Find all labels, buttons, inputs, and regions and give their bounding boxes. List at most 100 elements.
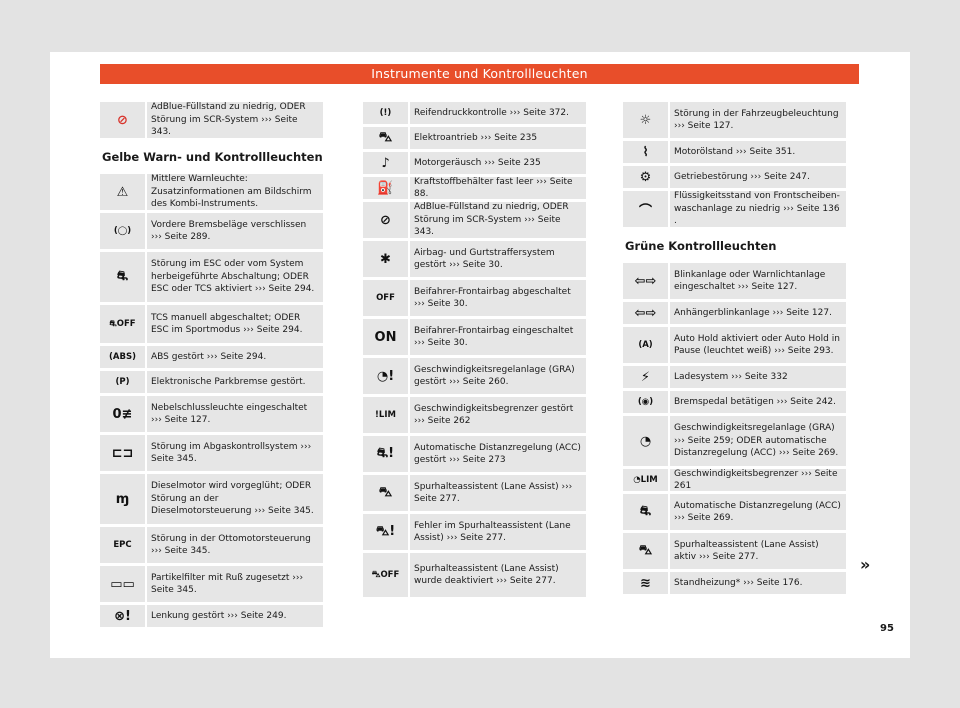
- text-cell: Getriebestörung ››› Seite 247.: [670, 166, 846, 188]
- list-item: (!) Reifendruckkontrolle ››› Seite 372.: [363, 102, 586, 124]
- text-cell: Beifahrer-Frontairbag abgeschaltet ››› S…: [410, 280, 586, 316]
- item-description: Anhängerblinkanlage ››› Seite 127.: [674, 307, 832, 318]
- icon-cell: EPC: [100, 527, 145, 563]
- item-description: AdBlue-Füllstand zu niedrig, ODER Stö­ru…: [151, 102, 306, 138]
- icon-cell: ⛍: [623, 533, 668, 569]
- list-item: ⛍OFF Spurhalteassistent (Lane Assist) wur…: [363, 553, 586, 597]
- icon-cell: ⛐: [623, 494, 668, 530]
- icon-cell: ⛍: [363, 475, 408, 511]
- lighting-fault-icon: ☼: [639, 112, 652, 128]
- charging-icon: ⚡: [640, 369, 651, 385]
- list-item: ⛽ Kraftstoffbehälter fast leer ››› Seite …: [363, 177, 586, 199]
- icon-cell: ON: [363, 319, 408, 355]
- speed-limiter-fault-icon: !LIM: [375, 410, 396, 420]
- item-description: Spurhalteassistent (Lane Assist) wurde d…: [414, 563, 559, 587]
- icon-cell: ⊏⊐: [100, 435, 145, 471]
- text-cell: Automatische Distanzregelung (ACC) ››› S…: [670, 494, 846, 530]
- text-cell: Auto Hold aktiviert oder Auto Hold in Pa…: [670, 327, 846, 363]
- list-item: OFF Beifahrer-Frontairbag abgeschaltet ››…: [363, 280, 586, 316]
- acc-icon: ⛐: [639, 503, 652, 519]
- icon-cell: ✱: [363, 241, 408, 277]
- item-description: Bremspedal betätigen ››› Seite 242.: [674, 396, 837, 407]
- column-middle: (!) Reifendruckkontrolle ››› Seite 372. ⛍ E…: [363, 102, 586, 600]
- icon-cell: (ABS): [100, 346, 145, 368]
- steering-fault-icon: ⊗!: [114, 608, 131, 624]
- adblue-nozzle-icon: ⊘: [380, 212, 391, 228]
- rear-fog-icon: 0≢: [112, 406, 133, 422]
- icon-cell: (A): [623, 327, 668, 363]
- item-description: Automatische Distanzregelung (ACC) ››› S…: [674, 500, 841, 524]
- item-description: Dieselmotor wird vorgeglüht; ODER Stö­ru…: [151, 481, 314, 517]
- acc-fault-icon: ⛐!: [376, 445, 395, 461]
- list-item: ⛍ Elektroantrieb ››› Seite 235: [363, 127, 586, 149]
- text-cell: Elektronische Parkbremse gestört.: [147, 371, 323, 393]
- icon-cell: ⊗!: [100, 605, 145, 627]
- icon-cell: ⚙: [623, 166, 668, 188]
- list-item: ⛐! Automatische Distanzregelung (ACC) ge­…: [363, 436, 586, 472]
- icon-cell: !LIM: [363, 397, 408, 433]
- item-description: Motorölstand ››› Seite 351.: [674, 146, 796, 157]
- item-description: ABS gestört ››› Seite 294.: [151, 351, 267, 362]
- icon-cell: ⛐: [100, 252, 145, 302]
- list-item: ⛍! Fehler im Spurhalteassistent (Lane Ass…: [363, 514, 586, 550]
- list-item: ⚙ Getriebestörung ››› Seite 247.: [623, 166, 846, 188]
- icon-cell: ⇦⇨: [623, 302, 668, 324]
- text-cell: Bremspedal betätigen ››› Seite 242.: [670, 391, 846, 413]
- icon-cell: ⇦⇨: [623, 263, 668, 299]
- text-cell: ABS gestört ››› Seite 294.: [147, 346, 323, 368]
- section-heading: Grüne Kontrollleuchten: [625, 239, 777, 253]
- text-cell: AdBlue-Füllstand zu niedrig, ODER Stö­ru…: [410, 202, 586, 238]
- icon-cell: ⚡: [623, 366, 668, 388]
- list-item: ◔! Geschwindigkeitsregelanlage (GRA) ge­s…: [363, 358, 586, 394]
- icon-cell: (◉): [623, 391, 668, 413]
- list-item: (P) Elektronische Parkbremse gestört.: [100, 371, 323, 393]
- text-cell: Beifahrer-Frontairbag eingeschaltet ››› …: [410, 319, 586, 355]
- text-cell: Störung im Abgaskontrollsystem ››› Sei­t…: [147, 435, 323, 471]
- item-description: Airbag- und Gurtstraffersystem gestört ›…: [414, 247, 555, 271]
- icon-cell: OFF: [363, 280, 408, 316]
- icon-cell: ⛍: [363, 127, 408, 149]
- text-cell: Lenkung gestört ››› Seite 249.: [147, 605, 323, 627]
- list-item: ⇦⇨ Blinkanlage oder Warnlichtanlage einge…: [623, 263, 846, 299]
- icon-cell: ⌇: [623, 141, 668, 163]
- icon-cell: ⊘: [100, 102, 145, 138]
- text-cell: Mittlere Warnleuchte: Zusatzinformatio­n…: [147, 174, 323, 210]
- list-item: !LIM Geschwindigkeitsbegrenzer gestört ››…: [363, 397, 586, 433]
- list-item: ≋ Standheizung* ››› Seite 176.: [623, 572, 846, 594]
- icon-cell: ⛽: [363, 177, 408, 199]
- list-item: ♪ Motorgeräusch ››› Seite 235: [363, 152, 586, 174]
- icon-cell: (P): [100, 371, 145, 393]
- item-description: Ladesystem ››› Seite 332: [674, 371, 788, 382]
- text-cell: Flüssigkeitsstand von Frontscheiben­wasc…: [670, 191, 846, 227]
- item-description: Flüssigkeitsstand von Frontscheiben­wasc…: [674, 191, 840, 227]
- engine-check-icon: ⊏⊐: [111, 445, 134, 461]
- text-cell: Geschwindigkeitsregelanlage (GRA) ge­stö…: [410, 358, 586, 394]
- list-item: (◉) Bremspedal betätigen ››› Seite 242.: [623, 391, 846, 413]
- icon-cell: 0≢: [100, 396, 145, 432]
- list-item: ⛍ Spurhalteassistent (Lane Assist) aktiv …: [623, 533, 846, 569]
- list-item: ON Beifahrer-Frontairbag eingeschaltet ››…: [363, 319, 586, 355]
- airbag-icon: ✱: [380, 251, 391, 267]
- icon-cell: (◯): [100, 213, 145, 249]
- glow-plug-icon: ɱ: [115, 491, 130, 507]
- item-description: Störung in der Ottomotorsteuerung ››› Se…: [151, 533, 311, 557]
- item-description: Blinkanlage oder Warnlichtanlage einge­s…: [674, 269, 826, 293]
- item-description: Motorgeräusch ››› Seite 235: [414, 157, 541, 168]
- text-cell: Kraftstoffbehälter fast leer ››› Seite 8…: [410, 177, 586, 199]
- cruise-control-icon: ◔: [639, 433, 652, 449]
- text-cell: Nebelschlussleuchte eingeschaltet ››› Se…: [147, 396, 323, 432]
- turn-signal-icon: ⇦⇨: [634, 273, 657, 289]
- item-description: Reifendruckkontrolle ››› Seite 372.: [414, 107, 569, 118]
- epc-icon: EPC: [113, 540, 132, 550]
- list-item: ɱ Dieselmotor wird vorgeglüht; ODER Stö­r…: [100, 474, 323, 524]
- text-cell: Elektroantrieb ››› Seite 235: [410, 127, 586, 149]
- text-cell: Motorölstand ››› Seite 351.: [670, 141, 846, 163]
- lane-assist-fault-icon: ⛍!: [375, 523, 396, 539]
- lane-assist-icon: ⛍: [378, 484, 393, 500]
- list-item: ◔ Geschwindigkeitsregelanlage (GRA) ››› S…: [623, 416, 846, 466]
- text-cell: Dieselmotor wird vorgeglüht; ODER Stö­ru…: [147, 474, 323, 524]
- item-description: Nebelschlussleuchte eingeschaltet ››› Se…: [151, 402, 308, 426]
- item-description: Spurhalteassistent (Lane Assist) ››› Sei…: [414, 481, 573, 505]
- oil-level-icon: ⌇: [642, 144, 649, 160]
- abs-icon: (ABS): [109, 352, 136, 362]
